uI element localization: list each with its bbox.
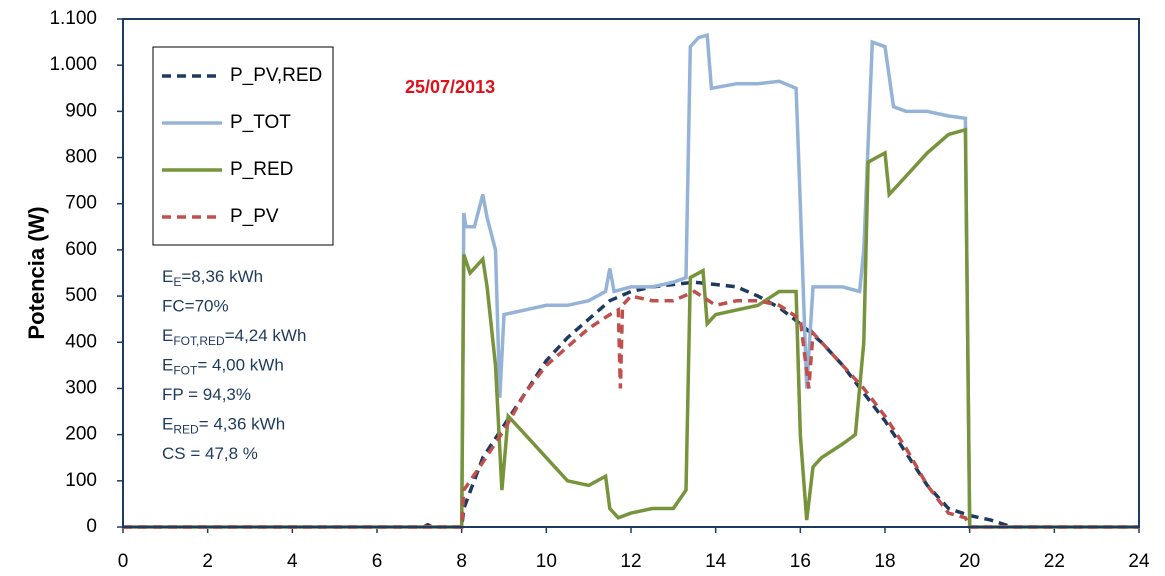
- x-tick-label: 2: [202, 551, 213, 572]
- y-tick-label: 800: [65, 147, 97, 168]
- annotation-main: FP = 94,3%: [162, 385, 251, 404]
- x-tick-label: 16: [790, 551, 811, 572]
- y-axis-title: Potencia (W): [24, 206, 49, 339]
- y-tick-label: 300: [65, 377, 97, 398]
- legend-label: P_TOT: [230, 112, 291, 133]
- series-line: [123, 32, 1139, 529]
- annotation: EFOT,RED=4,24 kWh: [162, 326, 306, 348]
- x-tick-label: 0: [118, 551, 129, 572]
- x-tick-label: 8: [456, 551, 467, 572]
- annotation-main: FC=70%: [162, 297, 229, 316]
- annotation-main: E: [162, 415, 173, 434]
- annotation-main: CS = 47,8 %: [162, 444, 258, 463]
- y-tick-label: 0: [86, 516, 97, 537]
- annotation-sub: E: [173, 275, 181, 289]
- x-tick-label: 18: [874, 551, 895, 572]
- annotation-rest: =8,36 kWh: [181, 267, 263, 286]
- annotation-main: E: [162, 326, 173, 345]
- x-tick-label: 24: [1128, 551, 1150, 572]
- annotation-sub: FOT,RED: [173, 334, 225, 348]
- x-tick-label: 12: [620, 551, 641, 572]
- legend-box: [152, 46, 334, 246]
- annotation-main: E: [162, 356, 173, 375]
- series-line: [123, 280, 1139, 529]
- x-tick-label: 14: [705, 551, 727, 572]
- y-tick-label: 700: [65, 193, 97, 214]
- y-tick-label: 100: [65, 470, 97, 491]
- annotation-rest: =4,24 kWh: [225, 326, 307, 345]
- annotation: EFOT= 4,00 kWh: [162, 356, 284, 378]
- plot-frame: [122, 18, 1140, 528]
- legend-label: P_PV,RED: [230, 65, 322, 86]
- y-tick-label: 600: [65, 239, 97, 260]
- series-line: [123, 127, 1139, 529]
- y-tick-label: 400: [65, 331, 97, 352]
- x-tick-label: 20: [959, 551, 980, 572]
- annotation: EE=8,36 kWh: [162, 267, 263, 289]
- y-tick-label: 200: [65, 424, 97, 445]
- annotation: CS = 47,8 %: [162, 444, 258, 463]
- x-tick-label: 4: [287, 551, 298, 572]
- x-tick-label: 22: [1044, 551, 1065, 572]
- x-tick-label: 10: [536, 551, 557, 572]
- annotation-sub: RED: [173, 423, 199, 437]
- annotation-main: E: [162, 267, 173, 286]
- legend-label: P_RED: [230, 159, 293, 180]
- annotation-rest: = 4,36 kWh: [199, 415, 285, 434]
- annotation-sub: FOT: [173, 364, 198, 378]
- y-tick-label: 1.000: [49, 54, 97, 75]
- y-tick-label: 500: [65, 285, 97, 306]
- legend-label: P_PV: [230, 206, 279, 227]
- y-tick-label: 1.100: [49, 8, 97, 29]
- annotation-rest: = 4,00 kWh: [197, 356, 283, 375]
- y-tick-label: 900: [65, 100, 97, 121]
- x-tick-label: 6: [372, 551, 383, 572]
- date-label: 25/07/2013: [405, 77, 495, 97]
- annotation: FC=70%: [162, 297, 229, 316]
- annotation: ERED= 4,36 kWh: [162, 415, 285, 437]
- annotation: FP = 94,3%: [162, 385, 251, 404]
